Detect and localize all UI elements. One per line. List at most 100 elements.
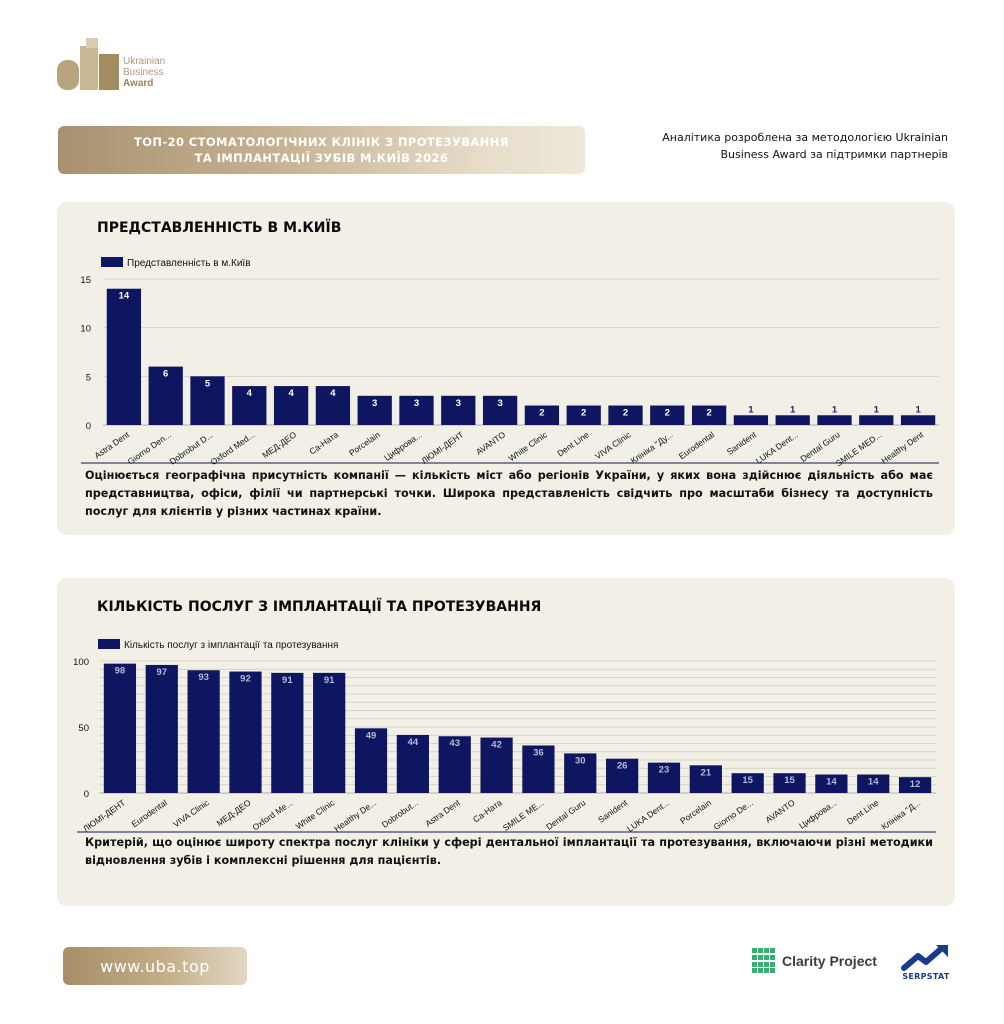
data-label: 30	[575, 755, 586, 766]
data-label: 44	[408, 737, 419, 748]
clarity-label: Clarity Project	[782, 953, 877, 969]
data-label: 15	[742, 775, 753, 786]
methodology-line-1: Аналітика розроблена за методологією Ukr…	[662, 131, 948, 144]
bar	[438, 736, 471, 793]
bar	[733, 415, 769, 425]
data-label: 2	[581, 408, 586, 419]
category-label: VIVA Clinic	[171, 797, 211, 829]
category-label: Dobrobut D...	[167, 429, 214, 466]
category-label: Dent Line	[555, 429, 591, 458]
category-label: White Clinic	[294, 797, 337, 831]
methodology-line-2: Business Award за підтримки партнерів	[720, 148, 949, 161]
bar	[396, 734, 429, 793]
data-label: 2	[665, 408, 670, 419]
category-label: Astra Dent	[92, 429, 131, 461]
bar	[815, 774, 848, 793]
bar	[606, 758, 639, 793]
bar	[524, 405, 560, 425]
data-label: 2	[706, 408, 711, 419]
category-label: VIVA Clinic	[593, 429, 633, 461]
data-label: 1	[748, 404, 754, 415]
serpstat-chart-icon	[901, 945, 948, 971]
category-label: Dental Guru	[544, 797, 587, 832]
category-label: Са-Ната	[307, 429, 340, 456]
website-link[interactable]: www.uba.top	[63, 947, 247, 985]
data-label: 49	[366, 730, 377, 741]
bar	[522, 745, 555, 793]
bar	[232, 386, 267, 425]
bar	[441, 395, 476, 425]
y-tick-label: 5	[86, 372, 91, 383]
services-chart: Кількість послуг з імплантації та протез…	[73, 639, 936, 834]
category-label: Healthy De...	[332, 797, 378, 833]
data-label: 92	[240, 674, 251, 685]
bar	[148, 366, 183, 425]
category-label: МЕД-ДЕО	[215, 797, 253, 828]
category-label: Са-Ната	[471, 797, 504, 824]
data-label: 42	[491, 740, 502, 751]
category-label: МЕД-ДЕО	[260, 429, 298, 460]
bar	[689, 765, 722, 793]
data-label: 14	[826, 777, 837, 788]
category-label: Eurodental	[677, 429, 717, 461]
category-label: Dobrobut...	[380, 797, 420, 829]
logo-line-3: Award	[123, 78, 154, 89]
data-label: 3	[497, 398, 502, 409]
clarity-project-logo: Clarity Project	[752, 947, 877, 975]
bar	[187, 670, 220, 793]
data-label: 12	[910, 779, 921, 790]
bar	[900, 415, 936, 425]
data-label: 1	[832, 404, 838, 415]
data-label: 3	[414, 398, 419, 409]
bar	[731, 773, 764, 793]
bar	[480, 737, 513, 793]
category-label: Цифрова...	[382, 429, 424, 462]
bar	[859, 415, 894, 425]
data-label: 97	[156, 667, 167, 678]
bar	[650, 405, 685, 425]
title-line-1: ТОП-20 СТОМАТОЛОГІЧНИХ КЛІНІК З ПРОТЕЗУВ…	[133, 135, 510, 149]
services-panel: КІЛЬКІСТЬ ПОСЛУГ З ІМПЛАНТАЦІЇ ТА ПРОТЕЗ…	[57, 578, 955, 906]
bar	[817, 415, 852, 425]
data-label: 3	[456, 398, 461, 409]
bar	[399, 395, 434, 425]
bar	[608, 405, 643, 425]
data-label: 93	[198, 672, 209, 683]
title-line-2: ТА ІМПЛАНТАЦІЇ ЗУБІВ М.КИЇВ 2026	[194, 151, 449, 165]
logo-line-1: Ukrainian	[123, 56, 166, 67]
data-label: 5	[205, 378, 211, 389]
panel-title: ПРЕДСТАВЛЕННІСТЬ В М.КИЇВ	[97, 220, 342, 236]
category-label: LUKA Dent...	[754, 429, 800, 465]
category-label: SMILE MED...	[834, 429, 884, 467]
y-tick-label: 0	[84, 789, 89, 800]
category-label: Porcelain	[678, 797, 713, 826]
panel-title: КІЛЬКІСТЬ ПОСЛУГ З ІМПЛАНТАЦІЇ ТА ПРОТЕЗ…	[97, 599, 542, 615]
bar	[357, 395, 392, 425]
data-label: 6	[163, 369, 168, 380]
data-label: 4	[288, 388, 294, 399]
bar	[106, 288, 142, 425]
clarity-mark-icon	[752, 948, 776, 974]
category-label: ЛЮМІ-ДЕНТ	[419, 429, 465, 465]
y-tick-label: 100	[73, 657, 89, 668]
data-label: 14	[868, 777, 879, 788]
category-label: ЛЮМІ-ДЕНТ	[81, 797, 127, 833]
bar	[229, 671, 262, 793]
bar	[898, 777, 932, 793]
category-label: Oxford Me...	[250, 797, 294, 832]
category-label: AVANTO	[763, 797, 797, 825]
panel-description: Оцінюється географічна присутність компа…	[85, 469, 933, 518]
data-label: 14	[119, 291, 130, 302]
bar	[313, 672, 346, 793]
title-banner: ТОП-20 СТОМАТОЛОГІЧНИХ КЛІНІК З ПРОТЕЗУВ…	[58, 126, 585, 174]
data-label: 23	[659, 765, 670, 776]
logo-text: Ukrainian Business Award	[123, 56, 165, 89]
category-label: Giorno De...	[712, 797, 755, 831]
bar	[273, 386, 309, 425]
serpstat-label: SERPSTAT	[902, 972, 950, 981]
category-label: Porcelain	[347, 429, 382, 458]
bar	[354, 728, 388, 793]
legend-swatch	[98, 639, 120, 649]
y-tick-label: 10	[80, 324, 91, 335]
